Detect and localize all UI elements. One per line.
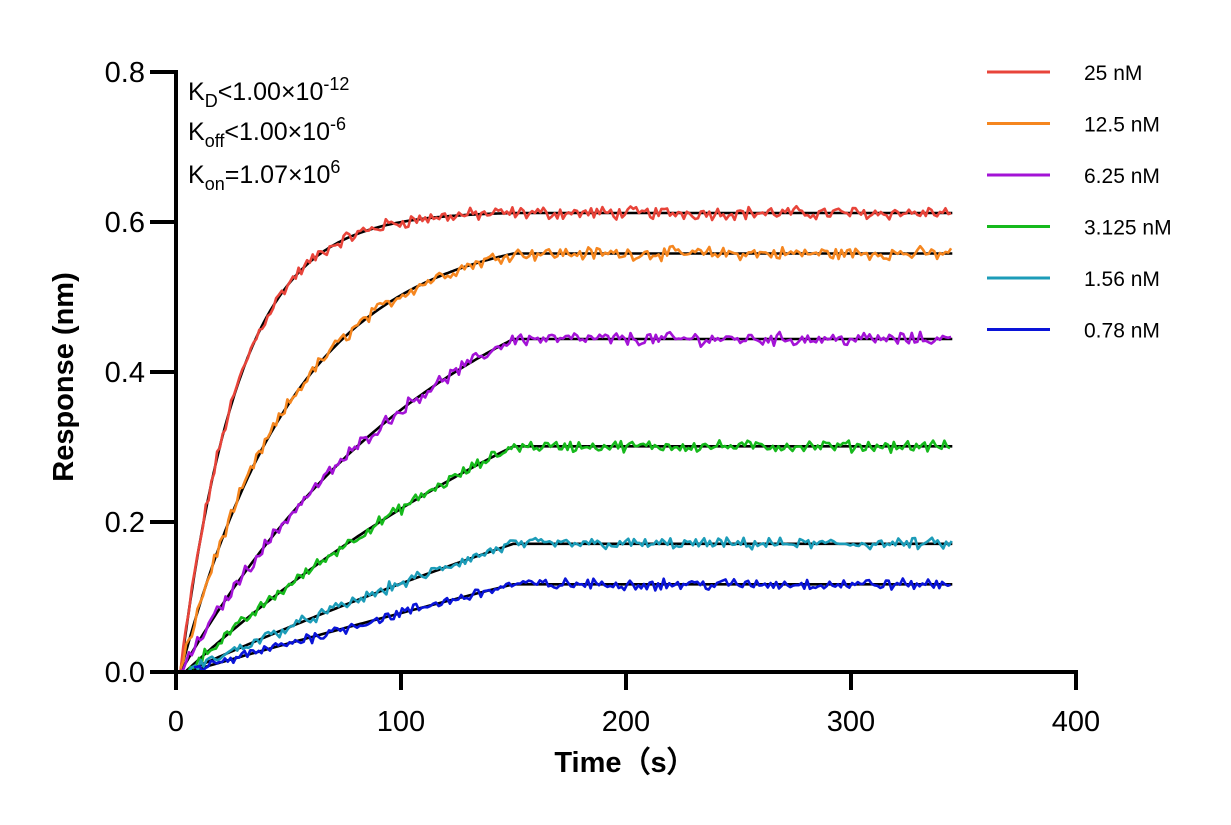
- data-series-0-78-nm: [193, 577, 951, 673]
- x-tick-label: 0: [168, 706, 184, 738]
- legend-label: 12.5 nM: [1084, 114, 1160, 137]
- data-series-1-56-nm: [188, 536, 953, 672]
- legend-label: 6.25 nM: [1084, 165, 1160, 188]
- legend-label: 3.125 nM: [1084, 217, 1172, 240]
- fit-curve: [184, 444, 953, 673]
- y-axis-title: Response (nm): [48, 272, 80, 481]
- x-tick-label: 300: [827, 706, 875, 738]
- y-tick-label: 0.4: [105, 357, 145, 389]
- data-curves: [179, 204, 953, 674]
- legend-label: 0.78 nM: [1084, 320, 1160, 343]
- y-tick-label: 0.6: [105, 207, 145, 239]
- fit-curve: [179, 252, 953, 673]
- x-tick-label: 100: [377, 706, 425, 738]
- kinetic-constants: KD<1.00×10-12 Koff<1.00×10-6 Kon=1.07×10…: [188, 74, 349, 194]
- legend: 25 nM 12.5 nM 6.25 nM 3.125 nM 1.56 nM 0.78 n…: [987, 62, 1172, 343]
- koff-annotation: Koff<1.00×10-6: [188, 114, 346, 151]
- data-series-3-125-nm: [184, 439, 951, 674]
- legend-label: 1.56 nM: [1084, 268, 1160, 291]
- fit-curves: [179, 211, 953, 674]
- kd-annotation: KD<1.00×10-12: [188, 74, 349, 111]
- data-series-25-nm: [179, 204, 952, 672]
- kon-annotation: Kon=1.07×106: [188, 157, 340, 194]
- data-series-6-25-nm: [179, 330, 952, 674]
- legend-label: 25 nM: [1084, 62, 1142, 85]
- axes: 0 100 200 300 400 0.0 0.2 0.4 0.6 0.8: [105, 57, 1101, 738]
- data-series-12-5-nm: [179, 244, 953, 669]
- x-axis-title: Time（s）: [554, 746, 695, 779]
- fit-curve: [186, 582, 953, 674]
- fit-curve: [179, 211, 953, 673]
- x-tick-label: 200: [602, 706, 650, 738]
- fit-curve: [184, 542, 953, 674]
- y-tick-label: 0.0: [105, 657, 145, 689]
- x-tick-label: 400: [1052, 706, 1100, 738]
- y-tick-label: 0.2: [105, 507, 145, 539]
- y-tick-label: 0.8: [105, 57, 145, 89]
